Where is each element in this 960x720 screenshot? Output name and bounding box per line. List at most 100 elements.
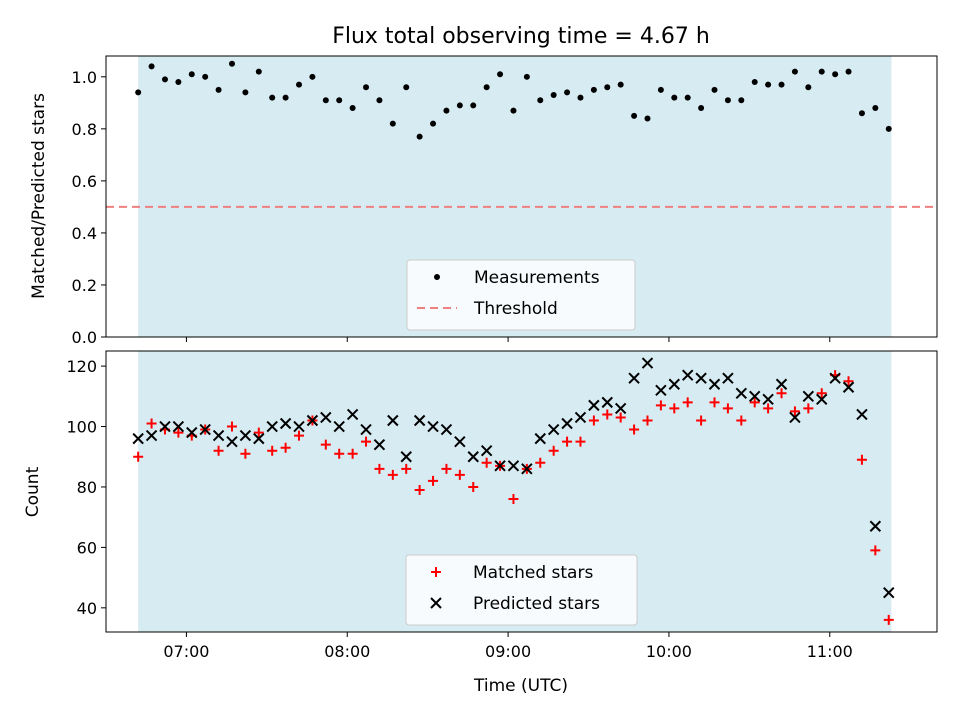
measurement-point [738, 97, 745, 104]
y-tick-label: 60 [77, 538, 97, 557]
count-panel: 07:00 08:00 09:00 10:00 11:00 40 60 80 100 120 Mat… [66, 350, 938, 661]
matched-star-marker [642, 415, 653, 426]
predicted-star-marker [735, 387, 748, 400]
matched-star-marker [240, 448, 251, 459]
chart-title: Flux total observing time = 4.67 h [332, 24, 710, 49]
matched-star-marker [133, 451, 144, 462]
matched-star-marker [320, 439, 331, 450]
measurement-point [604, 84, 611, 91]
measurement-point [188, 71, 195, 78]
matched-star-marker [387, 469, 398, 480]
measurement-point [242, 89, 249, 96]
measurement-point [497, 71, 504, 78]
predicted-star-marker [842, 381, 855, 393]
y-tick-label: 0.8 [72, 120, 97, 139]
predicted-star-marker [239, 429, 252, 442]
measurement-point [711, 86, 718, 93]
predicted-star-marker [708, 378, 721, 390]
legend: Measurements Threshold [406, 259, 636, 331]
y-tick-label: 0.0 [72, 328, 97, 347]
measurement-point [135, 89, 142, 96]
predicted-star-marker [628, 372, 640, 384]
matched-star-marker [655, 400, 666, 411]
measurement-point [617, 81, 624, 88]
measurement-point [724, 97, 731, 104]
matched-star-marker [883, 614, 894, 625]
matched-star-marker [401, 463, 412, 474]
matched-star-marker [575, 436, 586, 447]
axes-frame [105, 55, 938, 338]
matched-star-marker [588, 415, 599, 426]
matched-star-marker [816, 388, 827, 399]
predicted-star-marker [413, 414, 426, 427]
y-tick-label: 0.4 [72, 224, 97, 243]
predicted-star-marker [132, 432, 144, 445]
matched-star-marker [870, 545, 881, 556]
measurement-point [765, 81, 772, 88]
predicted-star-marker [480, 445, 493, 457]
predicted-star-marker [346, 408, 359, 421]
predicted-star-marker [574, 411, 587, 424]
measurement-point [751, 79, 758, 86]
y-tick-label: 1.0 [72, 68, 97, 87]
matched-star-marker [629, 424, 640, 435]
measurement-point [510, 107, 517, 114]
predicted-star-marker [467, 451, 479, 463]
top-y-axis-label: Matched/Predicted stars [29, 93, 49, 299]
x-tick-label: 11:00 [807, 642, 853, 661]
measurement-point [255, 68, 262, 75]
matched-star-marker [361, 436, 372, 447]
measurement-point [577, 94, 584, 101]
predicted-star-marker [829, 372, 841, 384]
legend-matched-marker [431, 567, 441, 577]
matched-star-marker [682, 397, 693, 408]
matched-star-marker [709, 397, 720, 408]
matched-star-marker [736, 415, 747, 426]
predicted-star-marker [749, 390, 761, 403]
predicted-star-marker [507, 460, 520, 472]
matched-star-marker [602, 409, 613, 420]
measurement-point [832, 71, 839, 78]
legend: Matched stars Predicted stars [405, 554, 638, 626]
matched-star-marker [441, 463, 452, 474]
predicted-star-marker [681, 369, 694, 381]
measurement-point [818, 68, 825, 75]
matched-star-marker [374, 463, 385, 474]
predicted-star-marker [547, 423, 560, 436]
predicted-star-marker [400, 451, 412, 463]
predicted-star-marker [561, 417, 573, 430]
legend-label: Matched stars [473, 563, 593, 583]
matched-star-marker [454, 469, 465, 480]
y-tick-label: 40 [77, 599, 97, 618]
predicted-star-marker [333, 420, 345, 433]
legend-box [405, 554, 638, 626]
predicted-star-marker [614, 402, 627, 415]
bottom-x-axis-label: Time (UTC) [473, 676, 568, 696]
matched-star-marker [253, 427, 264, 438]
matched-star-marker [856, 454, 867, 465]
measurement-point [684, 94, 691, 101]
x-tick-label: 07:00 [163, 642, 209, 661]
predicted-star-marker [762, 393, 774, 406]
measurement-point [698, 105, 705, 112]
y-tick-label: 100 [66, 418, 97, 437]
predicted-star-marker [454, 435, 466, 448]
measurement-point [309, 73, 316, 80]
measurement-point [805, 84, 812, 91]
matched-star-marker [294, 430, 305, 441]
matched-star-marker [615, 412, 626, 423]
matched-star-marker [468, 481, 479, 492]
measurement-point [845, 68, 852, 75]
predicted-star-marker [427, 420, 439, 433]
measurement-point [443, 107, 450, 114]
predicted-star-marker [306, 414, 319, 427]
matched-star-marker [722, 403, 733, 414]
predicted-star-marker [641, 357, 654, 369]
axes-frame [105, 350, 938, 633]
measurement-point [523, 73, 530, 80]
measurement-point [403, 84, 410, 91]
measurement-point [228, 60, 235, 67]
x-tick-label: 09:00 [485, 642, 531, 661]
matched-star-marker [213, 445, 224, 456]
matched-star-marker [428, 475, 439, 486]
